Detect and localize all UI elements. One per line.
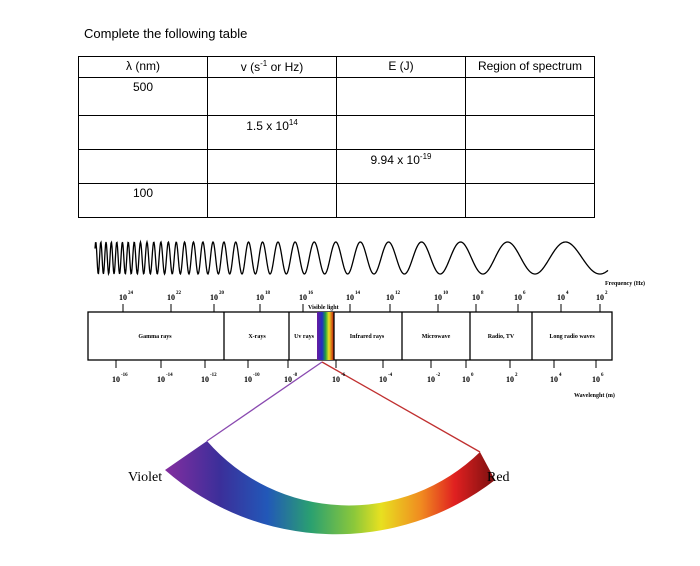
wavelength-tick: 10 bbox=[462, 375, 470, 384]
wavelength-tick-exp: -6 bbox=[341, 373, 346, 378]
frequency-tick-exp: 20 bbox=[219, 291, 225, 296]
table-cell: 1.5 x 1014 bbox=[207, 115, 337, 150]
frequency-tick-exp: 22 bbox=[176, 291, 182, 296]
wavelength-tick-exp: -12 bbox=[210, 373, 217, 378]
violet-line bbox=[206, 361, 323, 442]
wavelength-tick-exp: -16 bbox=[121, 373, 128, 378]
wavelength-tick-exp: -10 bbox=[253, 373, 260, 378]
cell-text: or Hz) bbox=[267, 60, 304, 74]
cell-text: v (s bbox=[240, 60, 261, 74]
frequency-tick-exp: 14 bbox=[355, 291, 361, 296]
table-cell bbox=[465, 149, 595, 184]
wavelength-tick: 10 bbox=[112, 375, 120, 384]
table-cell bbox=[336, 115, 466, 150]
wavelength-tick-exp: 0 bbox=[471, 373, 474, 378]
wavelength-tick-exp: 6 bbox=[601, 373, 604, 378]
wavelength-tick: 10 bbox=[550, 375, 558, 384]
frequency-tick: 10 bbox=[210, 293, 218, 302]
wavelength-tick: 10 bbox=[427, 375, 435, 384]
table-cell: Region of spectrum bbox=[465, 56, 595, 78]
cell-text: 9.94 x 10 bbox=[370, 153, 420, 167]
frequency-tick: 10 bbox=[386, 293, 394, 302]
region-label: Microwave bbox=[422, 334, 451, 340]
wavelength-tick-exp: -4 bbox=[388, 373, 393, 378]
superscript: -1 bbox=[260, 59, 268, 68]
superscript: 14 bbox=[288, 118, 298, 127]
wavelength-tick-exp: 4 bbox=[559, 373, 562, 378]
frequency-tick: 10 bbox=[596, 293, 604, 302]
table-cell bbox=[465, 115, 595, 150]
frequency-tick: 10 bbox=[514, 293, 522, 302]
wavelength-tick-exp: 2 bbox=[515, 373, 518, 378]
wavelength-tick: 10 bbox=[284, 375, 292, 384]
table-cell bbox=[207, 149, 337, 184]
cell-text: 100 bbox=[132, 186, 154, 200]
region-label: Uv rays bbox=[294, 334, 314, 340]
region-label: Radio, TV bbox=[488, 334, 515, 340]
frequency-tick: 10 bbox=[167, 293, 175, 302]
table-cell: v (s-1 or Hz) bbox=[207, 56, 337, 78]
wavelength-tick-exp: -8 bbox=[293, 373, 298, 378]
frequency-tick: 10 bbox=[346, 293, 354, 302]
wavelength-tick: 10 bbox=[592, 375, 600, 384]
wavelength-tick: 10 bbox=[157, 375, 165, 384]
red-line bbox=[321, 361, 481, 453]
spectrum-fan bbox=[165, 441, 495, 535]
region-label: Long radio waves bbox=[549, 334, 595, 340]
frequency-tick: 10 bbox=[119, 293, 127, 302]
frequency-tick: 10 bbox=[472, 293, 480, 302]
wavelength-tick-exp: -2 bbox=[436, 373, 441, 378]
frequency-tick-exp: 8 bbox=[481, 291, 484, 296]
frequency-tick-exp: 16 bbox=[308, 291, 314, 296]
cell-text: E (J) bbox=[388, 59, 414, 73]
visible-strip bbox=[317, 312, 334, 360]
wave bbox=[94, 239, 609, 277]
frequency-tick-exp: 12 bbox=[395, 291, 401, 296]
frequency-tick: 10 bbox=[557, 293, 565, 302]
frequency-tick: 10 bbox=[299, 293, 307, 302]
table-cell bbox=[465, 183, 595, 218]
cell-text: 1.5 x 10 bbox=[246, 119, 289, 133]
wavelength-tick-exp: -14 bbox=[166, 373, 173, 378]
wavelength-label: Wavelenght (m) bbox=[574, 392, 615, 399]
frequency-tick-exp: 4 bbox=[566, 291, 569, 296]
frequency-tick-exp: 6 bbox=[523, 291, 526, 296]
instruction: Complete the following table bbox=[84, 26, 248, 41]
superscript: -19 bbox=[419, 152, 432, 161]
violet-label: Violet bbox=[128, 470, 162, 485]
region-label: Gamma rays bbox=[138, 334, 172, 340]
frequency-tick: 10 bbox=[256, 293, 264, 302]
wavelength-tick: 10 bbox=[244, 375, 252, 384]
wavelength-tick: 10 bbox=[332, 375, 340, 384]
frequency-tick: 10 bbox=[434, 293, 442, 302]
region-label: X-rays bbox=[248, 334, 266, 340]
frequency-label: Frequency (Hz) bbox=[605, 280, 645, 287]
frequency-tick-exp: 2 bbox=[605, 291, 608, 296]
cell-text: 500 bbox=[132, 80, 154, 94]
cell-text: λ (nm) bbox=[126, 59, 160, 73]
table-cell bbox=[207, 183, 337, 218]
table-row: 100 bbox=[78, 183, 595, 218]
table-cell bbox=[336, 183, 466, 218]
wavelength-tick: 10 bbox=[201, 375, 209, 384]
region-label: Infrared rays bbox=[350, 334, 385, 340]
wavelength-tick: 10 bbox=[379, 375, 387, 384]
wavelength-tick: 10 bbox=[506, 375, 514, 384]
table: λ (nm) v (s-1 or Hz) E (J) Region of spectr… bbox=[78, 56, 595, 218]
frequency-tick-exp: 10 bbox=[443, 291, 449, 296]
frequency-tick-exp: 24 bbox=[128, 291, 134, 296]
table-row: 1.5 x 1014 bbox=[78, 115, 595, 150]
table-cell: 100 bbox=[78, 183, 208, 218]
frequency-tick-exp: 18 bbox=[265, 291, 271, 296]
visible-label: Visible light bbox=[308, 305, 339, 311]
red-label: Red bbox=[487, 470, 510, 485]
cell-text: Region of spectrum bbox=[477, 59, 583, 73]
